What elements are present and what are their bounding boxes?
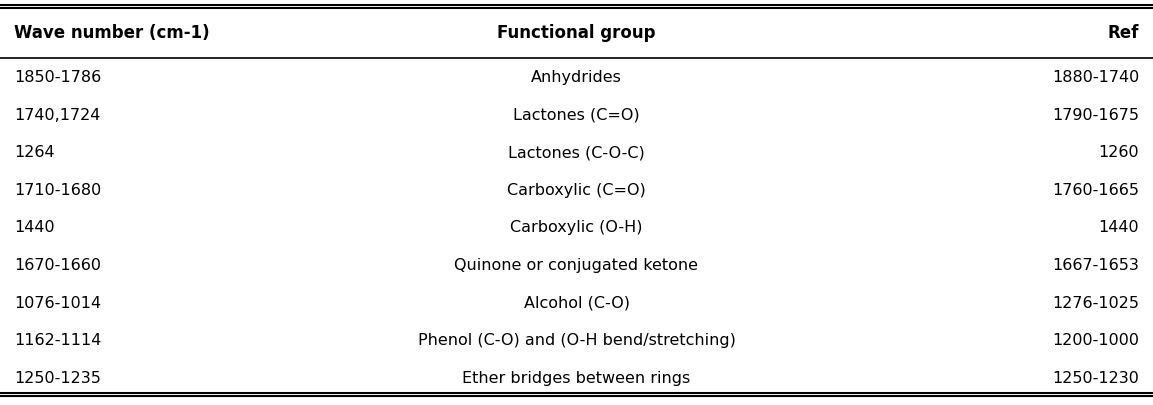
Text: Functional group: Functional group bbox=[497, 24, 656, 42]
Text: Wave number (cm-1): Wave number (cm-1) bbox=[14, 24, 210, 42]
Text: Lactones (C=O): Lactones (C=O) bbox=[513, 107, 640, 122]
Text: 1670-1660: 1670-1660 bbox=[14, 258, 100, 273]
Text: Lactones (C-O-C): Lactones (C-O-C) bbox=[508, 145, 645, 160]
Text: 1667-1653: 1667-1653 bbox=[1053, 258, 1139, 273]
Text: 1250-1235: 1250-1235 bbox=[14, 370, 100, 385]
Text: 1760-1665: 1760-1665 bbox=[1053, 182, 1139, 197]
Text: 1440: 1440 bbox=[1099, 220, 1139, 235]
Text: Quinone or conjugated ketone: Quinone or conjugated ketone bbox=[454, 258, 699, 273]
Text: 1790-1675: 1790-1675 bbox=[1053, 107, 1139, 122]
Text: Anhydrides: Anhydrides bbox=[532, 70, 621, 85]
Text: 1276-1025: 1276-1025 bbox=[1053, 295, 1139, 310]
Text: 1076-1014: 1076-1014 bbox=[14, 295, 101, 310]
Text: 1260: 1260 bbox=[1099, 145, 1139, 160]
Text: Phenol (C-O) and (O-H bend/stretching): Phenol (C-O) and (O-H bend/stretching) bbox=[417, 333, 736, 347]
Text: 1440: 1440 bbox=[14, 220, 54, 235]
Text: 1850-1786: 1850-1786 bbox=[14, 70, 101, 85]
Text: 1710-1680: 1710-1680 bbox=[14, 182, 101, 197]
Text: 1264: 1264 bbox=[14, 145, 54, 160]
Text: Carboxylic (C=O): Carboxylic (C=O) bbox=[507, 182, 646, 197]
Text: 1740,1724: 1740,1724 bbox=[14, 107, 100, 122]
Text: 1162-1114: 1162-1114 bbox=[14, 333, 101, 347]
Text: 1880-1740: 1880-1740 bbox=[1052, 70, 1139, 85]
Text: Ref: Ref bbox=[1108, 24, 1139, 42]
Text: Carboxylic (O-H): Carboxylic (O-H) bbox=[511, 220, 642, 235]
Text: Ether bridges between rings: Ether bridges between rings bbox=[462, 370, 691, 385]
Text: 1200-1000: 1200-1000 bbox=[1053, 333, 1139, 347]
Text: 1250-1230: 1250-1230 bbox=[1053, 370, 1139, 385]
Text: Alcohol (C-O): Alcohol (C-O) bbox=[523, 295, 630, 310]
